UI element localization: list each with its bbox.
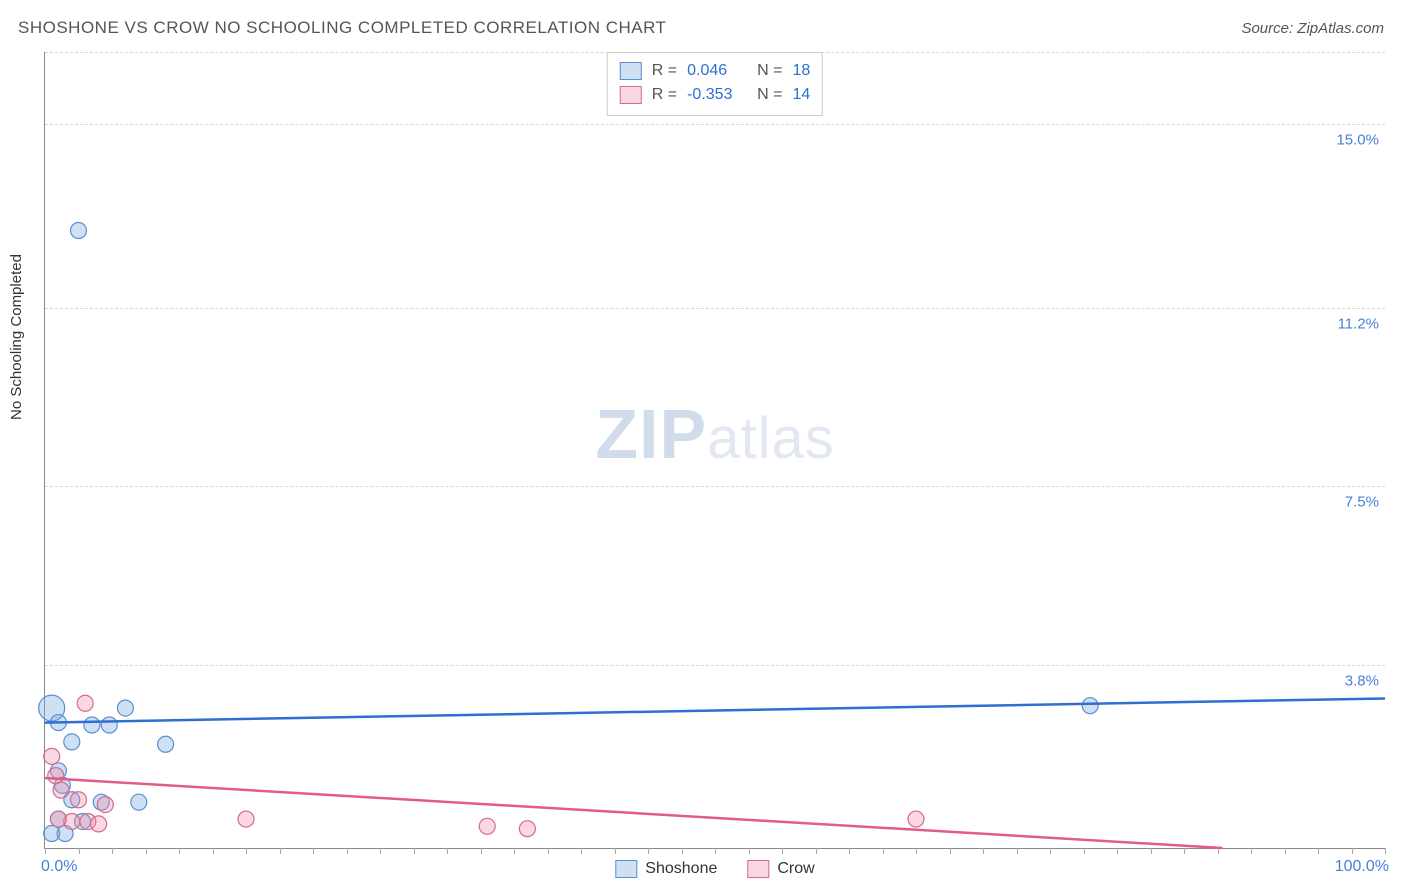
- x-tick: [347, 848, 348, 854]
- x-tick: [1285, 848, 1286, 854]
- stat-n-label: N =: [757, 83, 782, 107]
- x-tick: [983, 848, 984, 854]
- stats-legend-row: R = -0.353 N = 14: [620, 83, 810, 107]
- x-tick: [1050, 848, 1051, 854]
- x-tick: [749, 848, 750, 854]
- x-tick: [79, 848, 80, 854]
- x-tick: [849, 848, 850, 854]
- x-tick: [45, 848, 46, 854]
- x-tick: [1251, 848, 1252, 854]
- x-tick: [682, 848, 683, 854]
- x-tick: [112, 848, 113, 854]
- data-point: [479, 818, 495, 834]
- data-point: [1082, 698, 1098, 714]
- data-point: [53, 782, 69, 798]
- x-axis-end-label: 100.0%: [1335, 858, 1389, 876]
- x-tick: [916, 848, 917, 854]
- x-tick: [581, 848, 582, 854]
- data-point: [91, 816, 107, 832]
- data-point: [44, 748, 60, 764]
- x-tick: [313, 848, 314, 854]
- legend-swatch: [615, 860, 637, 878]
- data-point: [117, 700, 133, 716]
- legend-swatch: [747, 860, 769, 878]
- plot-area: ZIPatlas 3.8%7.5%11.2%15.0% 0.0% 100.0% …: [44, 52, 1385, 849]
- data-point: [77, 695, 93, 711]
- stat-n-value: 14: [792, 83, 810, 107]
- x-tick: [950, 848, 951, 854]
- x-tick: [414, 848, 415, 854]
- stat-n-label: N =: [757, 59, 782, 83]
- legend-swatch: [620, 62, 642, 80]
- legend-item: Shoshone: [615, 860, 717, 878]
- y-axis-label: No Schooling Completed: [8, 254, 25, 420]
- stats-legend: R = 0.046 N = 18 R = -0.353 N = 14: [607, 52, 823, 116]
- data-point: [97, 797, 113, 813]
- x-tick: [447, 848, 448, 854]
- x-tick: [648, 848, 649, 854]
- x-tick: [1151, 848, 1152, 854]
- x-tick: [246, 848, 247, 854]
- data-point: [84, 717, 100, 733]
- x-tick: [280, 848, 281, 854]
- x-tick: [481, 848, 482, 854]
- data-point: [71, 222, 87, 238]
- data-point: [48, 768, 64, 784]
- data-point: [519, 821, 535, 837]
- chart-svg: [45, 52, 1385, 848]
- stat-r-value: -0.353: [687, 83, 747, 107]
- x-tick: [1352, 848, 1353, 854]
- x-tick: [146, 848, 147, 854]
- series-legend: Shoshone Crow: [615, 860, 814, 878]
- stat-n-value: 18: [792, 59, 810, 83]
- x-tick: [1117, 848, 1118, 854]
- x-tick: [1385, 848, 1386, 854]
- data-point: [131, 794, 147, 810]
- legend-label: Crow: [777, 860, 814, 878]
- x-tick: [548, 848, 549, 854]
- x-tick: [1318, 848, 1319, 854]
- x-tick: [1017, 848, 1018, 854]
- data-point: [908, 811, 924, 827]
- x-tick: [179, 848, 180, 854]
- x-tick: [1184, 848, 1185, 854]
- trend-line: [45, 698, 1385, 722]
- data-point: [101, 717, 117, 733]
- data-point: [64, 734, 80, 750]
- data-point: [71, 792, 87, 808]
- x-tick: [213, 848, 214, 854]
- x-tick: [715, 848, 716, 854]
- x-tick: [615, 848, 616, 854]
- x-tick: [380, 848, 381, 854]
- x-tick: [883, 848, 884, 854]
- legend-item: Crow: [747, 860, 814, 878]
- x-tick: [816, 848, 817, 854]
- x-tick: [1084, 848, 1085, 854]
- data-point: [158, 736, 174, 752]
- stat-r-label: R =: [652, 83, 677, 107]
- trend-line: [45, 778, 1223, 848]
- data-point: [64, 813, 80, 829]
- chart-title: SHOSHONE VS CROW NO SCHOOLING COMPLETED …: [18, 18, 666, 38]
- legend-label: Shoshone: [645, 860, 717, 878]
- legend-swatch: [620, 86, 642, 104]
- data-point: [238, 811, 254, 827]
- source-citation: Source: ZipAtlas.com: [1241, 20, 1384, 37]
- stat-r-label: R =: [652, 59, 677, 83]
- stat-r-value: 0.046: [687, 59, 747, 83]
- x-axis-start-label: 0.0%: [41, 858, 77, 876]
- x-tick: [514, 848, 515, 854]
- x-tick: [782, 848, 783, 854]
- stats-legend-row: R = 0.046 N = 18: [620, 59, 810, 83]
